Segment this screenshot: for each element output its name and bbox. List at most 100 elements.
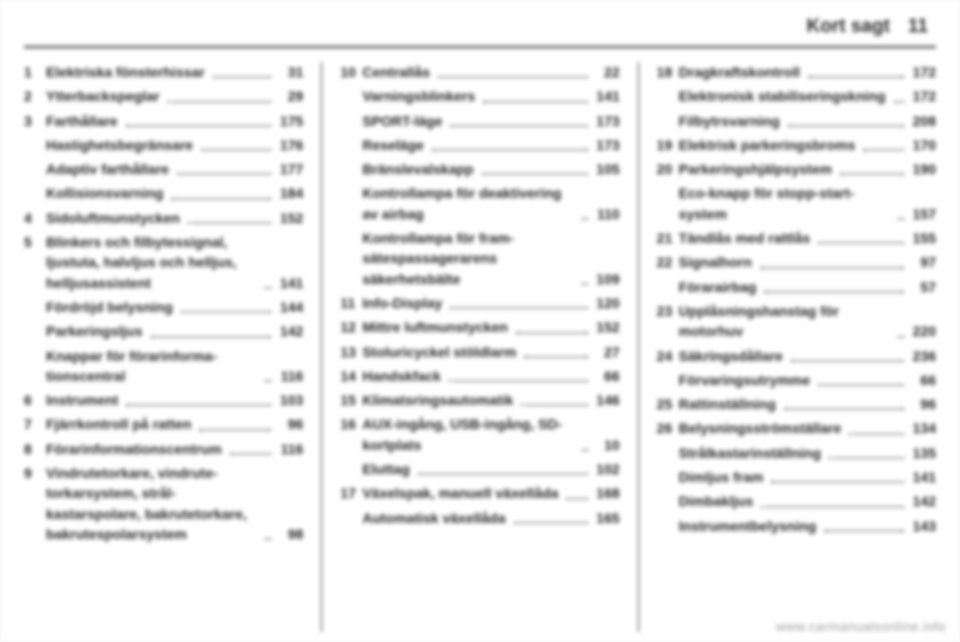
entry-label: Upplåsningshanstag för motorhuv	[679, 301, 894, 342]
entry-page: 98	[275, 524, 303, 544]
leader-dots	[432, 139, 588, 152]
entry-body: Kontrollampa för deaktivering av airbag1…	[362, 183, 619, 224]
entry-page: 173	[592, 111, 620, 131]
entry-page: 116	[275, 439, 303, 459]
entry-body: Förarinformationscentrum 116	[46, 439, 303, 459]
index-entry: 0Reseläge173	[340, 135, 619, 155]
entry-page: 141	[592, 86, 620, 106]
index-entry: 0Kontrollampa för deaktivering av airbag…	[340, 183, 619, 224]
index-entry: 1Elektriska fönsterhissar31	[24, 62, 303, 82]
entry-body: Reseläge173	[362, 135, 619, 155]
index-entry: 9Vindrutetorkare, vindrute­torkarsystem,…	[24, 463, 303, 544]
entry-label: Fördröjd belysning	[46, 297, 177, 317]
entry-body: Parkeringshjälpsystem 190	[679, 159, 936, 179]
entry-label: Parkeringsljus	[46, 321, 147, 341]
entry-page: 103	[275, 390, 303, 410]
leader-dots	[818, 232, 904, 245]
entry-body: Klimatsringsautomatik146	[362, 390, 619, 410]
entry-page: 22	[592, 62, 620, 82]
entry-page: 146	[592, 390, 620, 410]
index-entry: 13Stoluricyckel stöldlarm27	[340, 342, 619, 362]
entry-body: Info-Display120	[362, 293, 619, 313]
entry-page: 155	[908, 228, 936, 248]
index-entry: 3Farthållare175	[24, 111, 303, 131]
leader-dots	[514, 511, 588, 524]
entry-page: 141	[275, 273, 303, 293]
entry-page: 144	[275, 297, 303, 317]
entry-page: 152	[275, 208, 303, 228]
index-entry: 10Centrallås 22	[340, 62, 619, 82]
index-entry: 0Adaptiv farthållare177	[24, 159, 303, 179]
index-entry: 0Varningsblinkers141	[340, 86, 619, 106]
entry-page: 96	[908, 394, 936, 414]
entry-label: Elektriska fönsterhissar	[46, 62, 209, 82]
entry-body: Parkeringsljus142	[46, 321, 303, 341]
entry-index: 5	[24, 232, 46, 252]
entry-label: Instrument	[46, 390, 122, 410]
entry-body: Eluttag102	[362, 459, 619, 479]
entry-label: Strålkastarinställning	[679, 443, 825, 463]
entry-body: Rattinställning 96	[679, 394, 936, 414]
entry-page: 57	[908, 277, 936, 297]
entry-body: Dimljus fram141	[679, 467, 936, 487]
entry-page: 66	[592, 366, 620, 386]
index-entry: 8Förarinformationscentrum116	[24, 439, 303, 459]
entry-body: Dimbakljus142	[679, 491, 936, 511]
entry-label: Signalhorn	[679, 252, 756, 272]
entry-label: Förarinformationscentrum	[46, 439, 226, 459]
entry-label: Adaptiv farthållare	[46, 159, 173, 179]
leader-dots	[230, 442, 272, 455]
entry-label: Instrumentbelysning	[679, 516, 821, 536]
entry-page: 190	[908, 159, 936, 179]
leader-dots	[450, 114, 587, 127]
entry-label: Automatisk växellåda	[362, 508, 509, 528]
leader-dots	[761, 495, 904, 508]
index-entry: 26Belysningsströmställare134	[657, 418, 936, 438]
leader-dots	[199, 418, 271, 431]
entry-body: Strålkastarinställning135	[679, 443, 936, 463]
entry-index: 18	[657, 62, 679, 82]
leader-dots	[151, 325, 272, 338]
index-entry: 5Blinkers och filbytessignal, ljustuta, …	[24, 232, 303, 293]
index-entry: 21Tändlås med rattlås155	[657, 228, 936, 248]
entry-label: Filbytrsvarning	[679, 111, 784, 131]
entry-page: 220	[908, 321, 936, 341]
entry-index: 16	[340, 414, 362, 434]
entry-page: 236	[908, 346, 936, 366]
index-entry: 0Kontrollampa för fram­sätespassageraren…	[340, 228, 619, 289]
entry-index: 14	[340, 366, 362, 386]
entry-label: Förvaringsutrymme	[679, 370, 814, 390]
entry-page: 141	[908, 467, 936, 487]
leader-dots	[849, 422, 904, 435]
entry-index: 22	[657, 252, 679, 272]
leader-dots	[829, 446, 904, 459]
entry-label: Rattinställning	[679, 394, 780, 414]
entry-label: Blinkers och filbytessignal, ljustuta, h…	[46, 232, 261, 293]
entry-label: Info-Display	[362, 293, 446, 313]
entry-index: 19	[657, 135, 679, 155]
leader-dots	[521, 394, 587, 407]
entry-label: Reseläge	[362, 135, 427, 155]
manual-page: Kort sagt 11 1Elektriska fönsterhissar31…	[0, 0, 960, 642]
leader-dots	[894, 90, 904, 103]
entry-page: 143	[908, 516, 936, 536]
entry-label: SPORT-läge	[362, 111, 446, 131]
entry-label: Handskfack	[362, 366, 445, 386]
index-entry: 0Eluttag102	[340, 459, 619, 479]
entry-index: 12	[340, 317, 362, 337]
entry-page: 184	[275, 183, 303, 203]
entry-label: Centrallås	[362, 62, 434, 82]
index-entry: 17Växelspak, manuell växellåda168	[340, 483, 619, 503]
index-entry: 7Fjärrkontroll på ratten96	[24, 414, 303, 434]
entry-label: Säkringsdållare	[679, 346, 787, 366]
entry-label: Dragkraftskontroll	[679, 62, 804, 82]
entry-label: Parkeringshjälpsystem	[679, 159, 836, 179]
entry-page: 27	[592, 342, 620, 362]
entry-label: Elektronisk stabiliserings­kning	[679, 86, 890, 106]
leader-dots	[516, 321, 588, 334]
entry-body: SPORT-läge 173	[362, 111, 619, 131]
entry-page: 177	[275, 159, 303, 179]
leader-dots	[898, 325, 904, 338]
entry-index: 10	[340, 62, 362, 82]
entry-body: Sidoluftmunstycken152	[46, 208, 303, 228]
